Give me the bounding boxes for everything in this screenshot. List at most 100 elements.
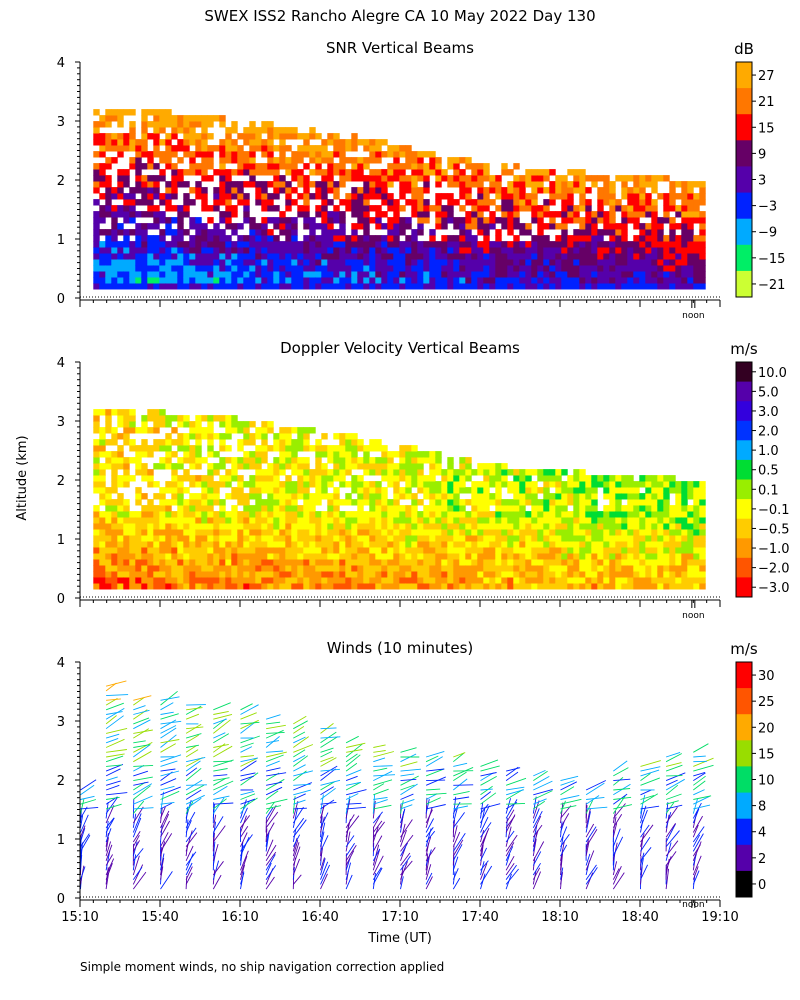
wind-barb bbox=[80, 825, 86, 838]
wind-barb bbox=[106, 711, 123, 715]
heatmap-cell bbox=[147, 517, 154, 524]
heatmap-cell bbox=[399, 163, 406, 170]
wind-barb bbox=[266, 781, 283, 786]
heatmap-cell bbox=[261, 169, 268, 176]
heatmap-cell bbox=[531, 253, 538, 260]
heatmap-cell bbox=[639, 259, 646, 266]
heatmap-cell bbox=[573, 187, 580, 194]
heatmap-cell bbox=[243, 127, 250, 134]
heatmap-cell bbox=[321, 211, 328, 218]
wind-barb bbox=[213, 795, 230, 800]
heatmap-cell bbox=[567, 169, 574, 176]
heatmap-cell bbox=[495, 175, 502, 182]
heatmap-cell bbox=[105, 463, 112, 470]
heatmap-cell bbox=[405, 247, 412, 254]
heatmap-cell bbox=[417, 151, 424, 158]
wind-barb bbox=[133, 709, 150, 715]
heatmap-cell bbox=[315, 235, 322, 242]
heatmap-cell bbox=[159, 583, 166, 590]
heatmap-cell bbox=[507, 265, 514, 272]
heatmap-cell bbox=[393, 571, 400, 578]
heatmap-cell bbox=[279, 517, 286, 524]
heatmap-cell bbox=[225, 169, 232, 176]
heatmap-cell bbox=[669, 529, 676, 536]
heatmap-cell bbox=[441, 577, 448, 584]
heatmap-cell bbox=[267, 553, 274, 560]
wind-barb bbox=[133, 781, 149, 786]
heatmap-cell bbox=[429, 235, 436, 242]
heatmap-cell bbox=[399, 193, 406, 200]
heatmap-cell bbox=[261, 235, 268, 242]
heatmap-cell bbox=[663, 529, 670, 536]
heatmap-cell bbox=[189, 493, 196, 500]
heatmap-cell bbox=[549, 553, 556, 560]
heatmap-cell bbox=[351, 463, 358, 470]
heatmap-cell bbox=[405, 511, 412, 518]
heatmap-cell bbox=[255, 577, 262, 584]
heatmap-cell bbox=[681, 193, 688, 200]
heatmap-cell bbox=[447, 259, 454, 266]
heatmap-cell bbox=[633, 481, 640, 488]
heatmap-cell bbox=[693, 577, 700, 584]
colorbar-label: −15 bbox=[758, 252, 785, 267]
heatmap-cell bbox=[663, 217, 670, 224]
heatmap-cell bbox=[147, 121, 154, 128]
heatmap-cell bbox=[519, 253, 526, 260]
wind-barb bbox=[160, 866, 164, 880]
wind-barb bbox=[265, 729, 284, 739]
heatmap-cell bbox=[225, 415, 232, 422]
colorbar-label: −0.5 bbox=[758, 522, 790, 537]
heatmap-cell bbox=[411, 493, 418, 500]
colorbar-label: 2.0 bbox=[758, 425, 779, 440]
heatmap-cell bbox=[111, 463, 118, 470]
heatmap-cell bbox=[141, 559, 148, 566]
heatmap-cell bbox=[633, 553, 640, 560]
heatmap-cell bbox=[129, 535, 136, 542]
heatmap-cell bbox=[507, 241, 514, 248]
heatmap-cell bbox=[219, 553, 226, 560]
heatmap-cell bbox=[369, 139, 376, 146]
heatmap-cell bbox=[333, 451, 340, 458]
heatmap-cell bbox=[477, 553, 484, 560]
heatmap-cell bbox=[327, 223, 334, 230]
heatmap-cell bbox=[591, 499, 598, 506]
heatmap-cell bbox=[261, 253, 268, 260]
heatmap-cell bbox=[369, 265, 376, 272]
heatmap-cell bbox=[141, 109, 148, 116]
heatmap-cell bbox=[381, 271, 388, 278]
heatmap-cell bbox=[609, 199, 616, 206]
heatmap-cell bbox=[159, 409, 166, 416]
heatmap-cell bbox=[669, 199, 676, 206]
heatmap-cell bbox=[621, 175, 628, 182]
heatmap-cell bbox=[183, 259, 190, 266]
heatmap-cell bbox=[525, 253, 532, 260]
heatmap-cell bbox=[273, 241, 280, 248]
heatmap-cell bbox=[177, 229, 184, 236]
heatmap-cell bbox=[129, 583, 136, 590]
heatmap-cell bbox=[513, 583, 520, 590]
heatmap-cell bbox=[429, 529, 436, 536]
heatmap-cell bbox=[273, 265, 280, 272]
heatmap-cell bbox=[327, 481, 334, 488]
heatmap-cell bbox=[573, 493, 580, 500]
heatmap-cell bbox=[513, 199, 520, 206]
heatmap-cell bbox=[573, 259, 580, 266]
heatmap-cell bbox=[177, 553, 184, 560]
heatmap-cell bbox=[363, 493, 370, 500]
heatmap-cell bbox=[423, 559, 430, 566]
heatmap-cell bbox=[261, 277, 268, 284]
heatmap-cell bbox=[393, 499, 400, 506]
heatmap-cell bbox=[573, 505, 580, 512]
heatmap-cell bbox=[219, 523, 226, 530]
heatmap-cell bbox=[387, 235, 394, 242]
heatmap-cell bbox=[207, 163, 214, 170]
heatmap-cell bbox=[447, 217, 454, 224]
heatmap-cell bbox=[225, 523, 232, 530]
heatmap-cell bbox=[663, 199, 670, 206]
heatmap-cell bbox=[537, 529, 544, 536]
heatmap-cell bbox=[219, 241, 226, 248]
heatmap-cell bbox=[657, 223, 664, 230]
heatmap-cell bbox=[147, 259, 154, 266]
heatmap-cell bbox=[483, 553, 490, 560]
heatmap-cell bbox=[327, 241, 334, 248]
